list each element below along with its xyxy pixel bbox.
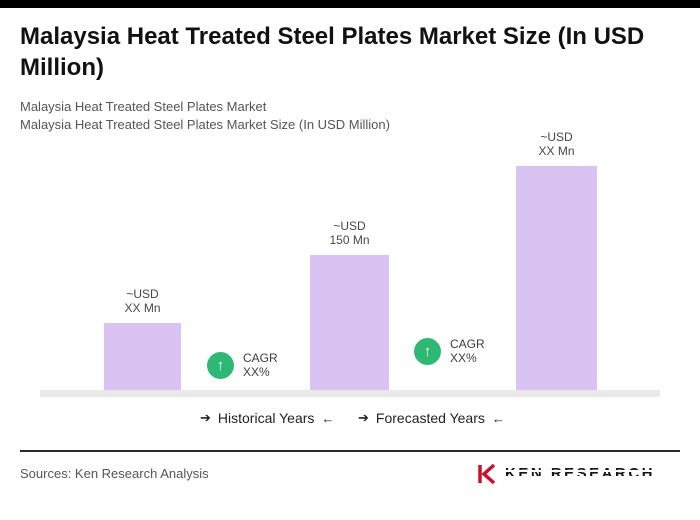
cagr-value: XX% [243, 365, 270, 379]
logo-stripe [504, 470, 655, 472]
bar-label-line1: ~USD [540, 130, 573, 144]
growth-up-arrow-icon: ↑ [207, 351, 234, 379]
ken-research-logo: KEN RESEARCH [476, 462, 655, 486]
top-black-bar [0, 0, 700, 8]
left-arrow-icon: ← [491, 410, 505, 426]
forecasted-years-label: ➔ Forecasted Years ← [358, 410, 505, 426]
subtitle-line-2: Malaysia Heat Treated Steel Plates Marke… [20, 117, 390, 132]
bar-historical [104, 323, 181, 390]
subtitle-line-1: Malaysia Heat Treated Steel Plates Marke… [20, 99, 267, 114]
up-arrow-glyph: ↑ [216, 356, 225, 374]
up-arrow-glyph: ↑ [423, 342, 432, 360]
cagr-annotation-2: ↑ CAGR XX% [414, 337, 485, 365]
bar-label-line2: XX Mn [124, 301, 161, 315]
bar-group-historical: ~USD XX Mn [104, 287, 181, 390]
bar-label-line1: ~USD [126, 287, 159, 301]
footer-divider [20, 450, 680, 452]
ken-research-k-icon [478, 463, 496, 485]
page-title: Malaysia Heat Treated Steel Plates Marke… [20, 23, 645, 81]
cagr-value: XX% [450, 351, 477, 365]
cagr-annotation-1: ↑ CAGR XX% [207, 351, 278, 379]
logo-stripe [504, 476, 655, 478]
right-arrow-icon: ➔ [200, 410, 211, 425]
right-arrow-icon: ➔ [358, 410, 369, 425]
cagr-text: CAGR XX% [243, 351, 278, 379]
bar-label-line1: ~USD [333, 219, 366, 233]
bar-forecast [516, 166, 597, 390]
bar-group-current: ~USD 150 Mn [310, 219, 389, 390]
left-arrow-icon: ← [321, 410, 335, 426]
growth-up-arrow-icon: ↑ [414, 337, 441, 365]
bar-group-forecast: ~USD XX Mn [516, 130, 597, 390]
subtitle-block: Malaysia Heat Treated Steel Plates Marke… [20, 98, 390, 134]
logo-wordmark: KEN RESEARCH [504, 463, 655, 485]
bar-value-label: ~USD XX Mn [516, 130, 597, 158]
bar-current [310, 255, 389, 390]
cagr-text: CAGR XX% [450, 337, 485, 365]
chart-baseline [40, 390, 660, 397]
historical-years-label: ➔ Historical Years ← [200, 410, 334, 426]
axis-label-text: Forecasted Years [375, 410, 485, 426]
bar-label-line2: 150 Mn [329, 233, 370, 247]
cagr-label: CAGR [450, 337, 485, 351]
cagr-label: CAGR [243, 351, 278, 365]
axis-label-text: Historical Years [217, 410, 315, 426]
logo-text-label: KEN RESEARCH [504, 465, 655, 482]
bar-label-line2: XX Mn [538, 144, 575, 158]
bar-value-label: ~USD XX Mn [104, 287, 181, 315]
bar-value-label: ~USD 150 Mn [310, 219, 389, 247]
sources-text: Sources: Ken Research Analysis [20, 466, 209, 481]
